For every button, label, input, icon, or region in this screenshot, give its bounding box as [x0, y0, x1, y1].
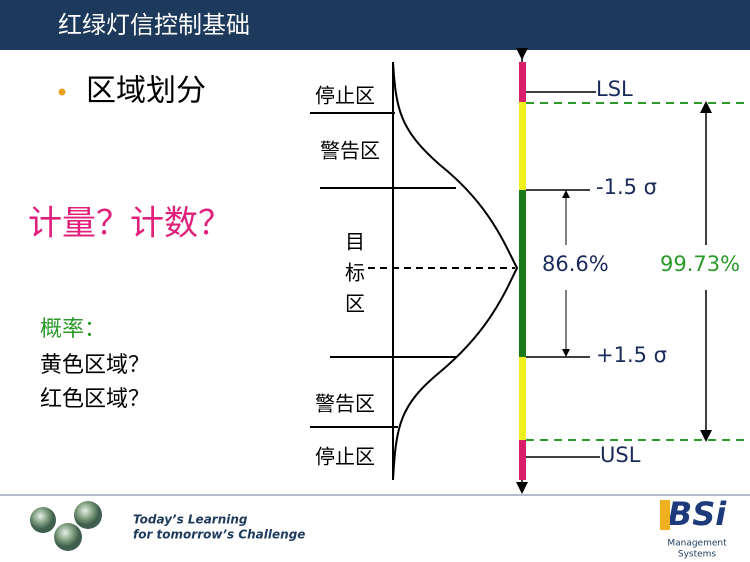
tagline: for tomorrow’s Challenge [133, 528, 305, 542]
curve-diagram [310, 61, 519, 481]
zone-label: 停止区 [315, 445, 375, 469]
zone-label: 警告区 [320, 139, 380, 163]
zone-label: 停止区 [315, 84, 375, 108]
tagline: Today’s Learning [133, 513, 248, 527]
zone-label: 目 [345, 230, 365, 254]
spec-bar [516, 48, 528, 494]
logo-sub: Systems [678, 550, 717, 560]
zone-label: 区 [345, 292, 365, 316]
lsl: LSL [596, 77, 633, 101]
prob-line: 红色区域？ [40, 387, 150, 412]
plus-sigma: +1.5 σ [596, 343, 667, 367]
logo-sub: Management [667, 539, 727, 549]
bullet-dot [58, 88, 66, 96]
limit-lines [526, 91, 712, 458]
prob-title: 概率： [40, 317, 106, 342]
bullet-text: 区域划分 [86, 74, 206, 109]
logo: BSi [668, 495, 727, 533]
usl: USL [600, 443, 641, 467]
question: 计量？计数？ [28, 204, 232, 244]
dashed-limits [526, 102, 748, 441]
title: 红绿灯信控制基础 [58, 11, 250, 39]
logo-accent [660, 500, 670, 530]
header-bar [0, 0, 750, 50]
zone-label: 标 [345, 261, 365, 285]
zone-label: 警告区 [315, 392, 375, 416]
outer-pct: 99.73% [660, 252, 740, 276]
minus-sigma: -1.5 σ [596, 175, 657, 199]
prob-line: 黄色区域？ [40, 353, 150, 378]
inner-pct: 86.6% [542, 252, 609, 276]
globes [30, 501, 102, 551]
